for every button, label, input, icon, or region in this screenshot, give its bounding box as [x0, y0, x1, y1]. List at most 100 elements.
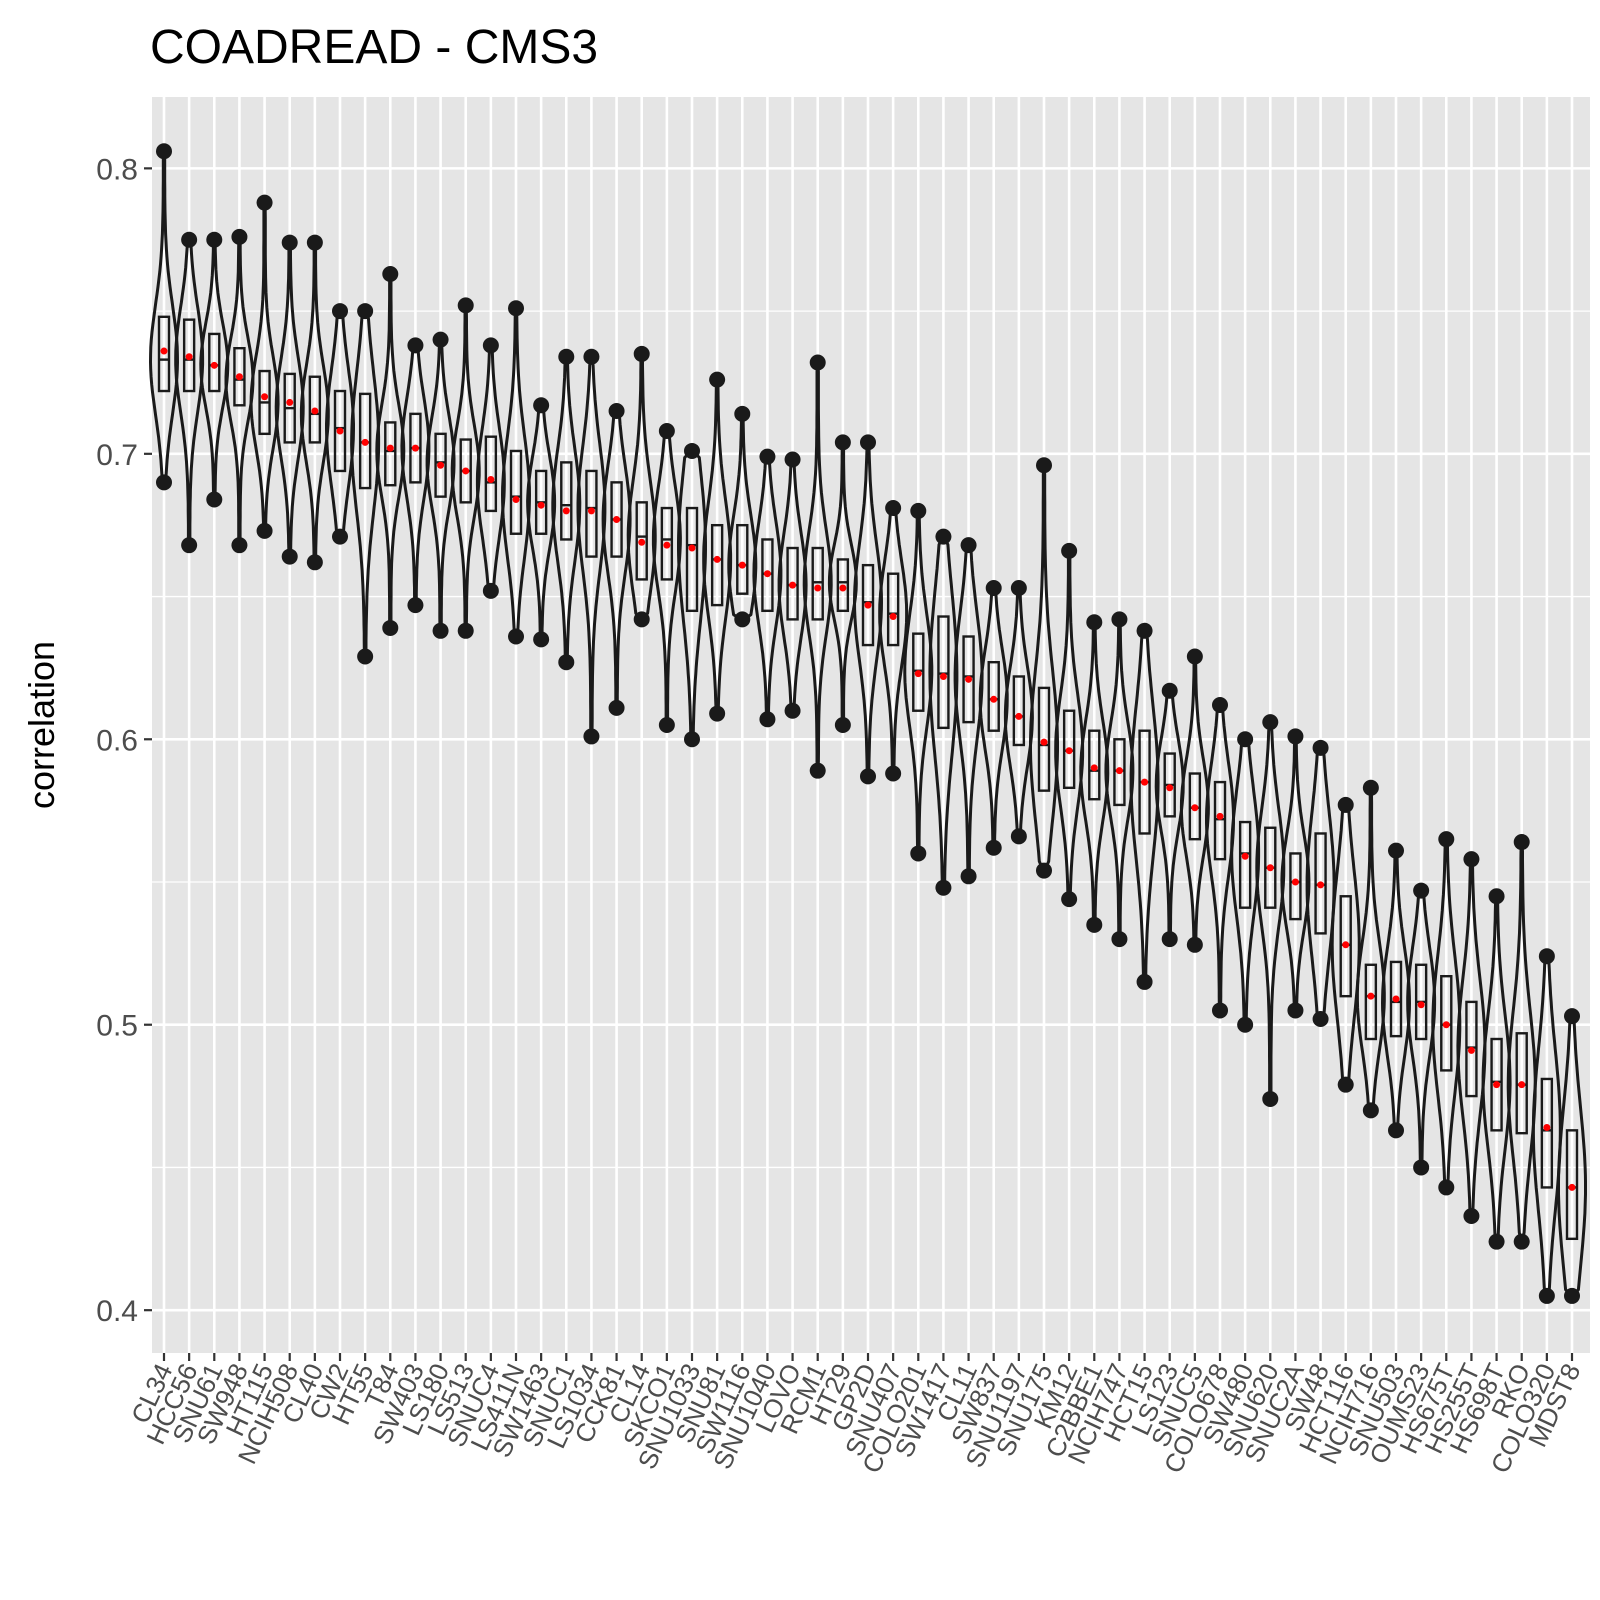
box-iqr — [1515, 1032, 1528, 1135]
outlier-point — [784, 451, 801, 468]
outlier-point — [1513, 1233, 1530, 1250]
violin-snuc2a — [1280, 728, 1311, 1019]
mean-point — [738, 561, 746, 569]
violin-cck81 — [601, 403, 632, 716]
violin-hcc56 — [174, 231, 205, 554]
violin-sw1417 — [928, 528, 959, 896]
outlier-point — [357, 303, 374, 320]
box-iqr — [1238, 820, 1252, 909]
outlier-point — [1237, 1016, 1254, 1033]
outlier-point — [156, 474, 172, 491]
mean-point — [160, 347, 168, 355]
box-iqr — [761, 538, 774, 613]
outlier-point — [231, 537, 248, 554]
box-iqr — [811, 546, 824, 621]
outlier-point — [1564, 1287, 1580, 1304]
box-iqr — [585, 469, 598, 558]
outlier-point — [1262, 714, 1279, 731]
mean-point — [1291, 878, 1299, 886]
mean-point — [1115, 767, 1123, 775]
violin-colo201 — [903, 502, 934, 862]
mean-point — [411, 444, 419, 452]
mean-point — [965, 675, 973, 683]
outlier-point — [407, 597, 424, 614]
outlier-point — [1438, 831, 1455, 848]
outlier-point — [834, 434, 851, 451]
violin-snu61 — [199, 231, 230, 508]
mean-point — [839, 584, 847, 592]
outlier-point — [860, 768, 876, 785]
box-iqr — [1188, 772, 1202, 841]
outlier-point — [709, 705, 726, 722]
violin-snu1033 — [677, 442, 707, 748]
y-axis: 0.4 0.5 0.6 0.7 0.8 — [96, 153, 152, 1328]
outlier-point — [1388, 842, 1404, 859]
violin-hs698t — [1481, 888, 1512, 1250]
outlier-point — [1161, 682, 1178, 699]
outlier-point — [1111, 931, 1128, 948]
violin-rko — [1506, 834, 1537, 1250]
outlier-point — [1061, 542, 1078, 559]
mean-point — [814, 584, 822, 592]
outlier-point — [558, 654, 575, 671]
violin-lovo — [777, 451, 808, 719]
outlier-point — [1212, 1002, 1228, 1019]
box-iqr — [1289, 852, 1302, 921]
outlier-point — [533, 631, 550, 648]
y-tick-label: 0.8 — [96, 153, 138, 186]
box-iqr — [736, 523, 749, 595]
box-iqr — [1565, 1129, 1579, 1241]
outlier-point — [885, 500, 902, 517]
mean-point — [562, 507, 570, 515]
mean-point — [286, 398, 294, 406]
outlier-point — [1136, 622, 1153, 639]
outlier-point — [885, 765, 902, 782]
box-iqr — [1062, 709, 1076, 790]
outlier-point — [1488, 1233, 1505, 1250]
box-iqr — [233, 347, 246, 407]
outlier-point — [583, 728, 600, 745]
mean-point — [235, 373, 243, 381]
violin-oums23 — [1406, 882, 1437, 1176]
box-iqr — [434, 432, 447, 498]
box-iqr — [635, 501, 648, 581]
y-tick-label: 0.5 — [96, 1010, 138, 1043]
chart-title: COADREAD - CMS3 — [150, 21, 598, 74]
mean-point — [261, 393, 269, 401]
outlier-point — [281, 548, 298, 565]
outlier-point — [457, 297, 474, 314]
outlier-point — [357, 648, 374, 665]
violins — [149, 143, 1587, 1304]
box-iqr — [1440, 975, 1453, 1072]
outlier-point — [1036, 457, 1052, 474]
box-iqr — [157, 315, 171, 393]
outlier-point — [910, 845, 927, 862]
y-tick-label: 0.4 — [96, 1295, 138, 1328]
outlier-point — [181, 231, 198, 248]
violin-colo678 — [1205, 697, 1235, 1019]
violin-snu620 — [1255, 714, 1286, 1107]
violin-ls180 — [425, 331, 456, 639]
outlier-point — [432, 622, 449, 639]
outlier-point — [1086, 614, 1103, 631]
outlier-point — [1564, 1008, 1580, 1025]
outlier-point — [256, 522, 273, 539]
mean-point — [1342, 941, 1350, 949]
mean-point — [1442, 1021, 1450, 1029]
mean-point — [1040, 738, 1048, 746]
outlier-point — [1337, 796, 1354, 813]
box-iqr — [1113, 738, 1126, 807]
outlier-point — [784, 702, 801, 719]
violin-ht55 — [350, 303, 381, 665]
outlier-point — [684, 731, 700, 748]
outlier-point — [533, 397, 550, 414]
box-iqr — [509, 449, 523, 535]
violin-ls513 — [450, 297, 481, 639]
mean-point — [1090, 764, 1098, 772]
outlier-point — [256, 194, 273, 211]
outlier-point — [658, 717, 675, 733]
violin-rcm1 — [802, 354, 833, 779]
mean-point — [663, 541, 671, 549]
mean-point — [1317, 881, 1325, 889]
